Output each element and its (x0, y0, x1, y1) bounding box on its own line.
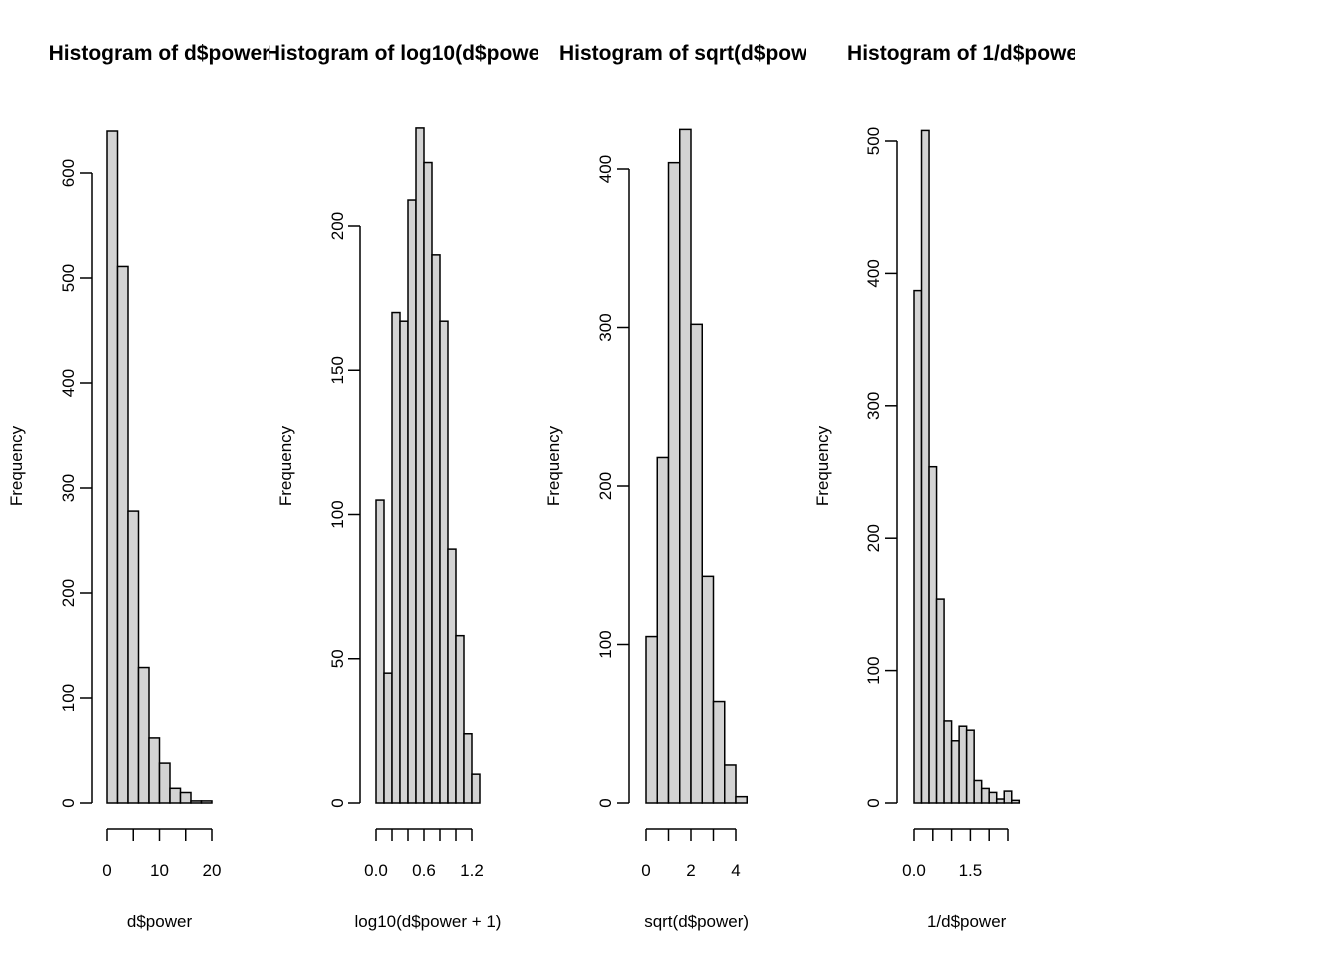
histogram-bar (179, 791, 192, 804)
y-tick-label: 50 (328, 649, 347, 668)
x-tick-label: 0.0 (364, 861, 388, 880)
histogram-bar (679, 128, 692, 804)
histogram-bar (735, 795, 748, 804)
histogram-panel-2: Histogram of log10(d$power + 1) 0.0 0.6 1.2… (265, 42, 591, 931)
y-tick-label: 0 (59, 798, 78, 807)
histogram-bar (169, 787, 182, 804)
x-tick-label: 2 (686, 861, 695, 880)
histogram-bar (190, 800, 203, 804)
histogram-bar (724, 764, 737, 804)
histogram-bar (935, 598, 945, 804)
y-tick-label: 150 (328, 356, 347, 384)
chart-title: Histogram of log10(d$power + 1) (265, 42, 591, 65)
histogram-bar (928, 465, 938, 804)
x-tick-label: 0.0 (902, 861, 926, 880)
y-tick-label: 0 (596, 798, 615, 807)
histogram-bar (980, 787, 990, 804)
histogram-bar (920, 129, 930, 804)
y-tick-label: 200 (59, 579, 78, 607)
y-tick-label: 600 (59, 159, 78, 187)
y-tick-label: 0 (328, 798, 347, 807)
histogram-bar (701, 575, 715, 804)
x-tick-label: 1.5 (959, 861, 983, 880)
histogram-bar (391, 311, 401, 804)
y-axis-label: Frequency (7, 425, 26, 506)
histogram-bar (158, 762, 171, 804)
histogram-bar (690, 323, 703, 804)
y-tick-label: 100 (59, 684, 78, 712)
x-tick-label: 10 (150, 861, 169, 880)
histogram-panel-3: Histogram of sqrt(d$power) 0 2 4 sqrt(d$powe… (544, 42, 834, 931)
histogram-bar (137, 666, 150, 804)
histogram-bar (106, 130, 119, 804)
y-tick-label: 400 (596, 155, 615, 183)
histogram-bar (375, 499, 385, 804)
histogram-bar (439, 320, 449, 804)
histogram-bar (399, 320, 409, 804)
y-tick-label: 200 (596, 472, 615, 500)
histogram-bar (415, 127, 425, 804)
histogram-bar (431, 254, 441, 804)
histogram-bar (407, 199, 417, 804)
histogram-bar (995, 798, 1005, 804)
y-tick-label: 100 (596, 630, 615, 658)
x-axis-label: d$power (127, 912, 193, 931)
histogram-bar (950, 740, 960, 804)
x-axis-label: sqrt(d$power) (644, 912, 749, 931)
y-tick-label: 0 (864, 798, 883, 807)
y-axis-label: Frequency (813, 425, 832, 506)
x-tick-label: 20 (203, 861, 222, 880)
histogram-bar (913, 289, 923, 804)
histogram-bar (127, 510, 140, 804)
histogram-bar (116, 265, 129, 804)
histogram-panel-1: Histogram of d$power 0 10 20 d$power 0 100 200 3… (7, 42, 271, 931)
y-tick-label: 100 (328, 500, 347, 528)
histogram-bar (645, 635, 658, 804)
chart-title: Histogram of 1/d$power (847, 42, 1086, 65)
y-axis-label: Frequency (544, 425, 563, 506)
y-tick-label: 200 (864, 524, 883, 552)
histogram-bar (455, 634, 465, 804)
histogram-bar (423, 161, 433, 804)
y-tick-label: 300 (59, 474, 78, 502)
y-tick-label: 100 (864, 656, 883, 684)
histogram-bar (943, 720, 953, 804)
x-tick-label: 0 (641, 861, 650, 880)
histogram-bar (463, 733, 473, 804)
y-tick-label: 400 (59, 369, 78, 397)
y-tick-label: 500 (59, 264, 78, 292)
y-tick-label: 500 (864, 127, 883, 155)
chart-title: Histogram of d$power (49, 42, 271, 65)
histogram-bar (1003, 790, 1013, 804)
y-axis-label: Frequency (276, 425, 295, 506)
histogram-bar (667, 161, 681, 804)
histogram-bar (656, 456, 670, 804)
y-tick-label: 200 (328, 212, 347, 240)
histogram-bar (712, 700, 726, 804)
histogram-bar (1011, 799, 1021, 804)
histogram-bar (988, 791, 998, 804)
histogram-bar (973, 779, 983, 804)
histogram-panel-4: Histogram of 1/d$power 0.0 1.5 1/d$power 0 10… (813, 42, 1086, 931)
y-tick-label: 300 (596, 313, 615, 341)
histogram-bar (471, 773, 481, 804)
histogram-bar (200, 800, 213, 804)
x-tick-label: 0.6 (412, 861, 436, 880)
histogram-bar (383, 672, 393, 804)
y-tick-label: 400 (864, 259, 883, 287)
histogram-bar (148, 737, 161, 804)
x-tick-label: 0 (102, 861, 111, 880)
x-axis-label: log10(d$power + 1) (355, 912, 502, 931)
histogram-bar (965, 729, 975, 804)
y-tick-label: 300 (864, 392, 883, 420)
chart-title: Histogram of sqrt(d$power) (559, 42, 834, 65)
x-tick-label: 4 (731, 861, 740, 880)
x-tick-label: 1.2 (460, 861, 484, 880)
histogram-bar (958, 725, 968, 804)
x-axis-label: 1/d$power (927, 912, 1007, 931)
histogram-bar (447, 548, 457, 804)
